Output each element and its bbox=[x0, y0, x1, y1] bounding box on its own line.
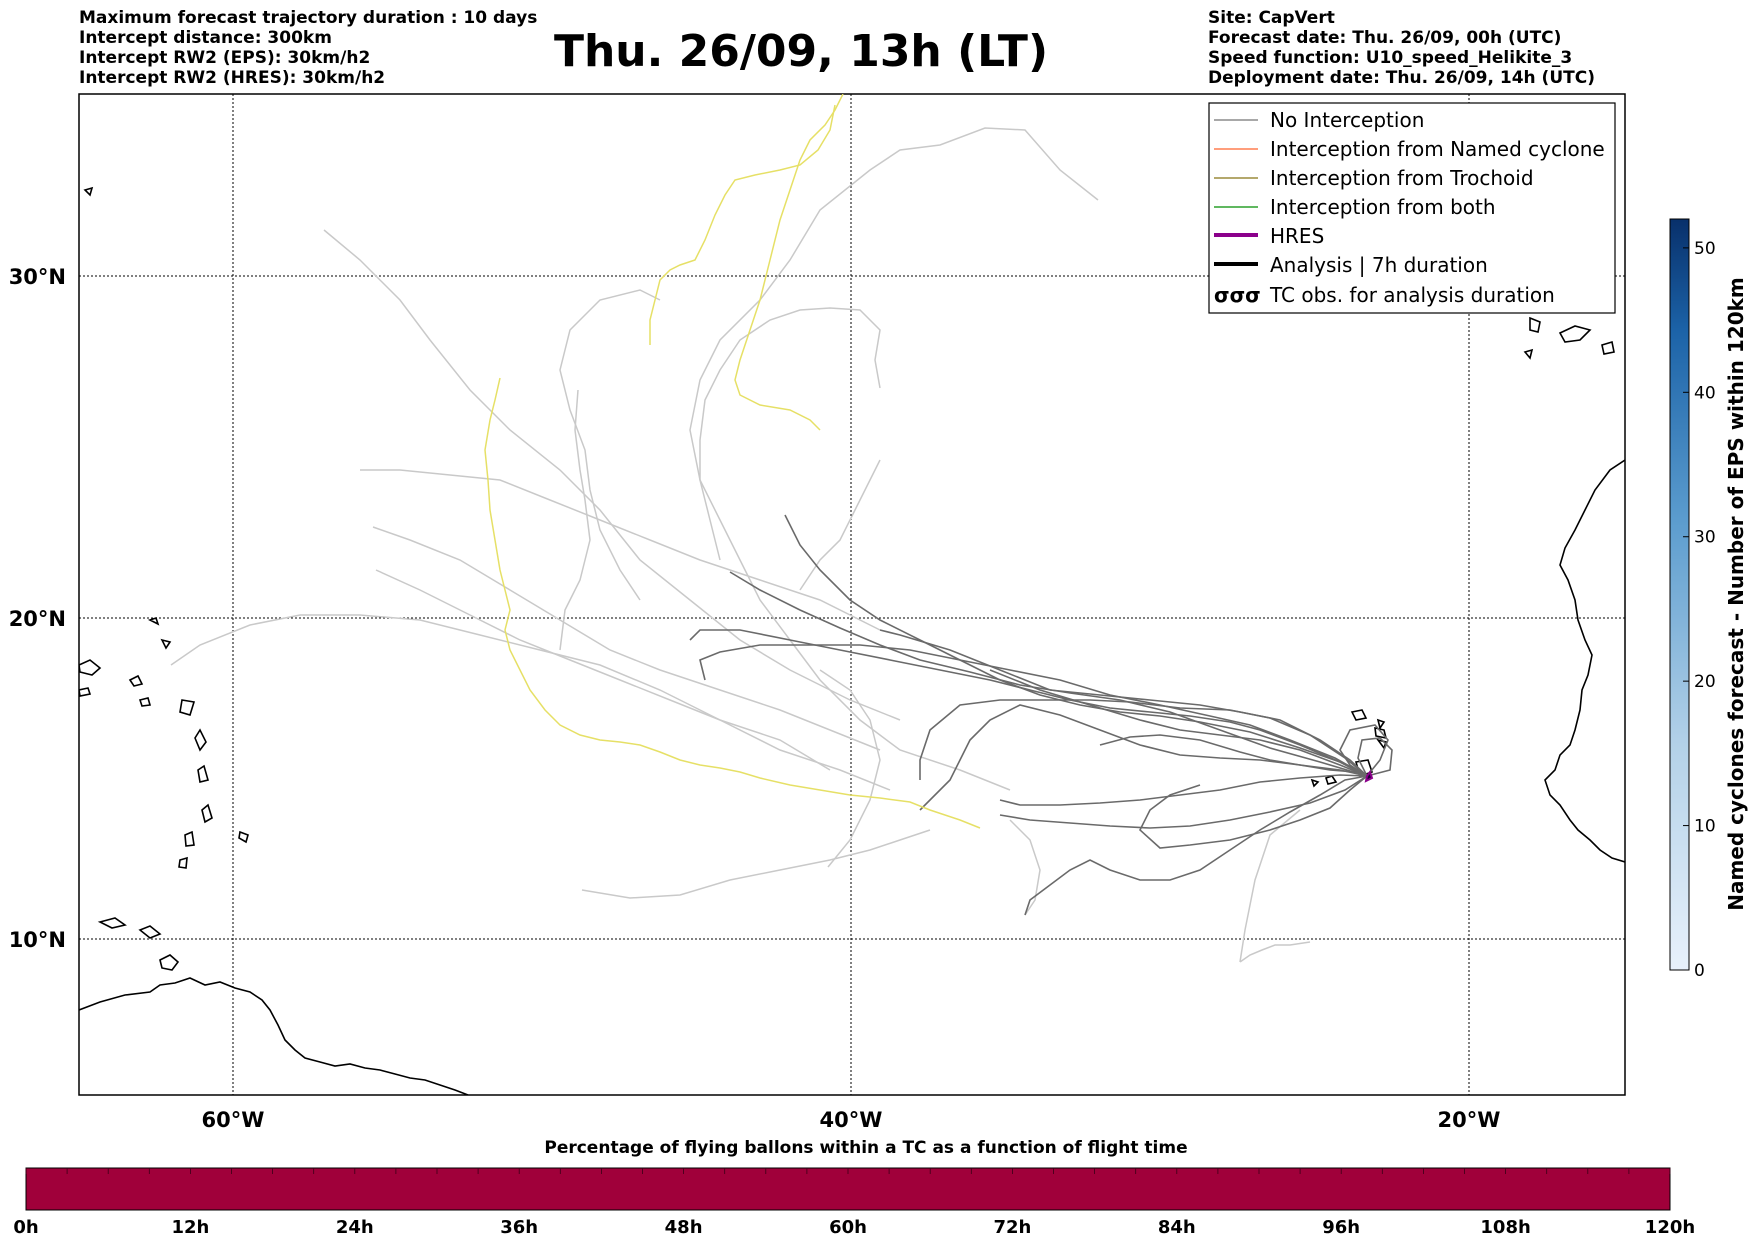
flight-time-bar-fill bbox=[25, 1167, 1671, 1211]
colorbar-tick-label: 10 bbox=[1694, 817, 1716, 837]
header-left-line: Intercept RW2 (EPS): 30km/h2 bbox=[79, 48, 371, 68]
canary-islands bbox=[1523, 316, 1615, 360]
page-title-wrap: Thu. 26/09, 13h (LT) bbox=[0, 26, 1752, 78]
legend-label: Interception from both bbox=[1270, 195, 1496, 219]
header-right-line: Forecast date: Thu. 26/09, 00h (UTC) bbox=[1208, 28, 1562, 48]
legend-label: Analysis | 7h duration bbox=[1270, 253, 1488, 277]
legend-entry-trochoid: Interception from Trochoid bbox=[1214, 166, 1534, 190]
flight-time-bar: Percentage of flying ballons within a TC… bbox=[13, 1138, 1695, 1238]
lon-label: 20°W bbox=[1438, 1108, 1501, 1132]
coastlines bbox=[79, 186, 1625, 1095]
header-left-line: Intercept RW2 (HRES): 30km/h2 bbox=[79, 68, 386, 88]
header-right-line: Deployment date: Thu. 26/09, 14h (UTC) bbox=[1208, 68, 1595, 88]
colorbar-tick-label: 50 bbox=[1694, 239, 1716, 259]
map-grid bbox=[79, 94, 1625, 1095]
eps-trajectories-light bbox=[170, 127, 1311, 963]
cyclone-symbol-icon: σσσ bbox=[1214, 283, 1261, 307]
header-left-line: Intercept distance: 300km bbox=[79, 28, 332, 48]
legend: No Interception Interception from Named … bbox=[1208, 102, 1616, 314]
lon-label: 60°W bbox=[202, 1108, 265, 1132]
legend-entry-tc-obs: σσσ TC obs. for analysis duration bbox=[1214, 283, 1555, 307]
legend-label: TC obs. for analysis duration bbox=[1269, 283, 1555, 307]
lon-label: 40°W bbox=[820, 1108, 883, 1132]
flight-time-tick-label: 12h bbox=[171, 1217, 209, 1238]
legend-entry-no-interception: No Interception bbox=[1214, 108, 1424, 132]
page-title: Thu. 26/09, 13h (LT) bbox=[553, 26, 1049, 77]
header-left-line: Maximum forecast trajectory duration : 1… bbox=[79, 8, 538, 28]
caribbean-arc bbox=[128, 616, 249, 869]
flight-time-tick-label: 108h bbox=[1480, 1217, 1530, 1238]
venezuela-islands bbox=[97, 917, 162, 939]
legend-label: No Interception bbox=[1270, 108, 1424, 132]
hres-trajectory bbox=[1364, 769, 1374, 783]
legend-entry-analysis: Analysis | 7h duration bbox=[1214, 253, 1488, 277]
flight-time-bar-title: Percentage of flying ballons within a TC… bbox=[544, 1138, 1187, 1158]
header-right: Site: CapVert Forecast date: Thu. 26/09,… bbox=[1208, 8, 1595, 88]
colorbar-tick-label: 20 bbox=[1694, 672, 1716, 692]
flight-time-tick-label: 24h bbox=[336, 1217, 374, 1238]
flight-time-tick-label: 96h bbox=[1322, 1217, 1360, 1238]
eps-trajectories-dark bbox=[689, 514, 1393, 916]
colorbar-right-ticks: 0 10 20 30 40 50 bbox=[1683, 239, 1716, 981]
colorbar-tick-label: 0 bbox=[1694, 961, 1705, 981]
flight-time-tick-label: 36h bbox=[500, 1217, 538, 1238]
south-america-coast bbox=[79, 977, 469, 1095]
yellow-trajectories bbox=[484, 94, 981, 829]
cuba-hispaniola-edge bbox=[79, 186, 102, 697]
flight-time-tick-label: 60h bbox=[829, 1217, 867, 1238]
legend-label: Interception from Trochoid bbox=[1270, 166, 1534, 190]
legend-box bbox=[1208, 102, 1616, 314]
lat-label: 30°N bbox=[9, 265, 66, 289]
legend-entry-named-cyclone: Interception from Named cyclone bbox=[1214, 137, 1605, 161]
colorbar-tick-label: 30 bbox=[1694, 528, 1716, 548]
flight-time-tick-label: 120h bbox=[1645, 1217, 1695, 1238]
flight-time-bar-ticks: 0h 12h 24h 36h 48h 60h 72h 84h 96h 108h 120h bbox=[13, 1168, 1695, 1238]
header-right-line: Site: CapVert bbox=[1208, 8, 1335, 28]
flight-time-tick-label: 84h bbox=[1158, 1217, 1196, 1238]
colorbar-right-title: Named cyclones forecast - Number of EPS … bbox=[1724, 277, 1748, 911]
legend-label: Interception from Named cyclone bbox=[1270, 137, 1605, 161]
legend-label: HRES bbox=[1270, 224, 1324, 248]
colorbar-tick-label: 40 bbox=[1694, 383, 1716, 403]
africa-coast bbox=[1544, 459, 1625, 863]
legend-entry-both: Interception from both bbox=[1214, 195, 1496, 219]
lat-label: 10°N bbox=[9, 928, 66, 952]
colorbar-right-fill bbox=[1669, 218, 1690, 971]
flight-time-tick-label: 48h bbox=[665, 1217, 703, 1238]
legend-entry-hres: HRES bbox=[1214, 224, 1324, 248]
colorbar-right: 0 10 20 30 40 50 Named cyclones forecast - Nu… bbox=[1669, 218, 1748, 981]
flight-time-tick-label: 72h bbox=[993, 1217, 1031, 1238]
header-right-line: Speed function: U10_speed_Helikite_3 bbox=[1208, 48, 1573, 68]
flight-time-tick-label: 0h bbox=[13, 1217, 38, 1238]
trinidad bbox=[159, 954, 180, 971]
lat-label: 20°N bbox=[9, 607, 66, 631]
header-left: Maximum forecast trajectory duration : 1… bbox=[79, 8, 537, 88]
